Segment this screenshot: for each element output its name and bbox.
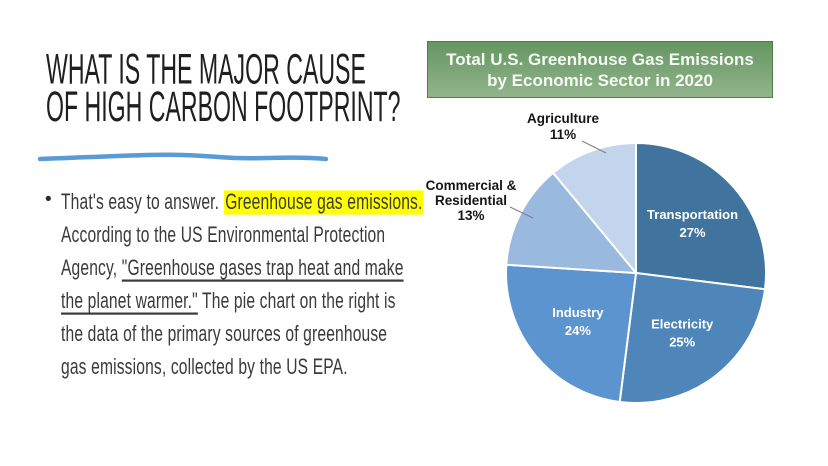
slice-label-commercial-residential: Commercial & [426, 178, 517, 193]
leader-line-commercial-residential [509, 206, 534, 219]
bullet-text-line: the planet warmer." The pie chart on the… [61, 285, 435, 318]
title-line-2: OF HIGH CARBON FOOTPRINT? [46, 83, 401, 131]
slice-pct-industry: 24% [565, 323, 591, 338]
slice-pct-electricity: 25% [669, 335, 695, 350]
bullet-text-line: Agency, "Greenhouse gases trap heat and … [61, 252, 435, 285]
pie-slice-electricity [618, 272, 766, 405]
body-text: The pie chart on the right is [197, 289, 396, 314]
bullet-text-line: That's easy to answer. Greenhouse gas em… [61, 186, 435, 219]
slice-pct-agriculture: 11% [550, 127, 576, 142]
body-text: the data of the primary sources of green… [61, 322, 388, 347]
chart-title-line-2: by Economic Sector in 2020 [487, 70, 713, 90]
slice-label-electricity: Electricity [651, 317, 714, 332]
pie-chart: Transportation 27% Electricity 25% Industry 2… [426, 111, 768, 405]
slice-label-industry: Industry [552, 305, 604, 320]
bullet-text-line: According to the US Environmental Protec… [61, 219, 435, 252]
pie-chart-area: Transportation 27% Electricity 25% Industry 2… [420, 100, 820, 410]
slice-pct-commercial-residential: 13% [457, 208, 484, 223]
body-paragraph: That's easy to answer. Greenhouse gas em… [61, 186, 435, 384]
highlighted-text: Greenhouse gas emissions. [223, 190, 425, 215]
bullet-text-line: gas emissions, collected by the US EPA. [61, 351, 435, 384]
title-line-1: WHAT IS THE MAJOR CAUSE [46, 46, 366, 94]
body-text: That's easy to answer. [61, 190, 224, 215]
bullet-text-line: the data of the primary sources of green… [61, 318, 435, 351]
body-text: gas emissions, collected by the US EPA. [61, 355, 348, 380]
pie-slice-transportation [635, 142, 768, 291]
leader-line-agriculture [581, 140, 607, 154]
bullet-marker: • [45, 189, 52, 210]
pie-slice-agriculture [552, 141, 637, 274]
page-title: WHAT IS THE MAJOR CAUSE OF HIGH CARBON F… [46, 46, 401, 131]
chart-title-banner: Total U.S. Greenhouse Gas Emissions by E… [427, 41, 773, 98]
pie-slice-industry [505, 263, 637, 403]
underlined-quote-text: the planet warmer." [61, 289, 198, 314]
title-underline-stroke [38, 152, 328, 162]
body-text: According to the US Environmental Protec… [61, 223, 386, 248]
body-text: Agency, [61, 256, 122, 281]
slice-label-commercial-residential: Residential [435, 193, 507, 208]
underlined-quote-text: "Greenhouse gases trap heat and make [121, 256, 404, 281]
slice-label-transportation: Transportation [647, 207, 738, 222]
slice-label-agriculture: Agriculture [527, 111, 600, 126]
pie-slice-commercial-residential [505, 171, 637, 274]
chart-title-line-1: Total U.S. Greenhouse Gas Emissions [446, 49, 754, 69]
slice-pct-transportation: 27% [680, 225, 706, 240]
